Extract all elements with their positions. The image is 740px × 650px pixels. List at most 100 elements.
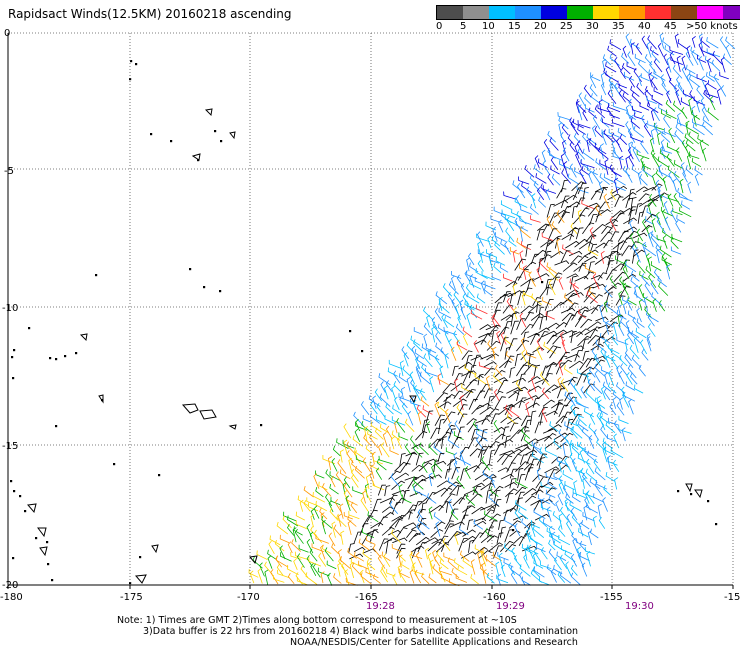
wind-barb — [661, 255, 672, 266]
wind-barb — [510, 571, 518, 585]
wind-barb — [442, 537, 451, 552]
wind-barb — [675, 123, 684, 135]
wind-barb — [296, 553, 305, 568]
wind-barb — [416, 356, 427, 367]
wind-barb — [708, 71, 720, 81]
wind-barb — [574, 167, 584, 177]
wind-barb — [622, 265, 630, 280]
wind-barb — [542, 185, 557, 194]
wind-barb — [427, 348, 432, 361]
wind-barb — [685, 120, 690, 135]
wind-barb — [477, 260, 484, 272]
wind-barb — [519, 226, 531, 239]
wind-barb — [384, 415, 397, 425]
wind-barb — [509, 293, 517, 304]
wind-barb — [592, 381, 603, 395]
wind-barb — [595, 204, 602, 216]
island-dot — [19, 495, 22, 498]
wind-barb — [559, 506, 569, 521]
wind-barb — [554, 556, 562, 571]
wind-barb — [605, 292, 613, 304]
wind-barb — [406, 529, 417, 539]
wind-barb — [613, 271, 627, 283]
wind-barb — [507, 448, 523, 457]
wind-barb — [487, 235, 492, 249]
time-labels: 19:28 19:29 19:30 — [366, 601, 654, 612]
wind-barb — [458, 514, 469, 528]
wind-barb — [631, 105, 642, 114]
wind-barb — [536, 187, 545, 201]
wind-barb — [637, 211, 644, 224]
wind-barb — [672, 207, 683, 216]
wind-barb — [673, 159, 683, 169]
wind-barb — [333, 573, 342, 584]
wind-barb — [647, 35, 657, 50]
wind-barb — [457, 565, 468, 576]
lon-label: -170 — [237, 592, 260, 603]
wind-barb — [609, 164, 617, 176]
wind-barb — [429, 559, 434, 575]
wind-barb — [410, 379, 420, 394]
wind-barb — [629, 219, 634, 233]
wind-barb — [447, 531, 461, 543]
wind-barb — [419, 442, 429, 456]
wind-barb — [355, 455, 367, 464]
wind-barb — [500, 314, 514, 321]
wind-barb — [440, 573, 453, 584]
wind-barb — [303, 485, 314, 498]
wind-barb — [410, 335, 421, 346]
wind-barb — [605, 70, 618, 82]
wind-barb — [620, 67, 626, 79]
wind-barb — [371, 451, 376, 465]
wind-barb — [619, 286, 631, 297]
wind-barb — [650, 233, 661, 248]
wind-barb — [388, 359, 403, 370]
wind-barb — [660, 109, 672, 119]
wind-barb — [660, 206, 674, 217]
wind-barb — [667, 194, 679, 202]
wind-barb — [578, 527, 589, 538]
wind-barb — [306, 538, 314, 554]
wind-barb — [347, 547, 357, 559]
wind-barb — [576, 538, 587, 547]
wind-barb — [604, 285, 613, 298]
wind-barb — [610, 189, 617, 201]
wind-barb — [552, 510, 562, 522]
wind-barb — [589, 326, 601, 338]
wind-barb — [550, 156, 559, 171]
wind-barb — [682, 89, 694, 99]
wind-barb — [691, 49, 699, 66]
wind-barb — [500, 540, 514, 552]
wind-barb — [493, 499, 502, 514]
wind-barb — [534, 513, 550, 521]
wind-barb — [476, 436, 484, 451]
wind-barb — [463, 505, 472, 520]
wind-barb — [520, 430, 530, 442]
wind-barb — [432, 564, 442, 576]
wind-barb — [451, 436, 462, 449]
wind-barb — [444, 523, 455, 535]
wind-barb — [385, 403, 394, 415]
wind-barb — [524, 438, 539, 447]
wind-barbs — [248, 32, 736, 587]
wind-barb — [429, 349, 440, 361]
wind-barb — [617, 127, 627, 138]
wind-barb — [566, 520, 574, 536]
wind-barb — [612, 102, 627, 111]
wind-barb — [570, 413, 582, 426]
wind-barb — [494, 293, 509, 304]
wind-barb — [448, 428, 456, 439]
wind-barb — [544, 299, 554, 311]
wind-barb — [644, 213, 657, 224]
wind-barb — [503, 273, 513, 282]
wind-barb — [414, 501, 423, 512]
wind-barb — [663, 115, 671, 129]
wind-barb — [404, 443, 412, 456]
wind-barb — [627, 51, 636, 67]
wind-barb — [464, 379, 478, 391]
wind-barb — [524, 467, 534, 481]
wind-barb — [595, 210, 604, 223]
wind-barb — [630, 85, 640, 97]
wind-barb — [605, 320, 610, 335]
wind-barb — [438, 566, 446, 583]
